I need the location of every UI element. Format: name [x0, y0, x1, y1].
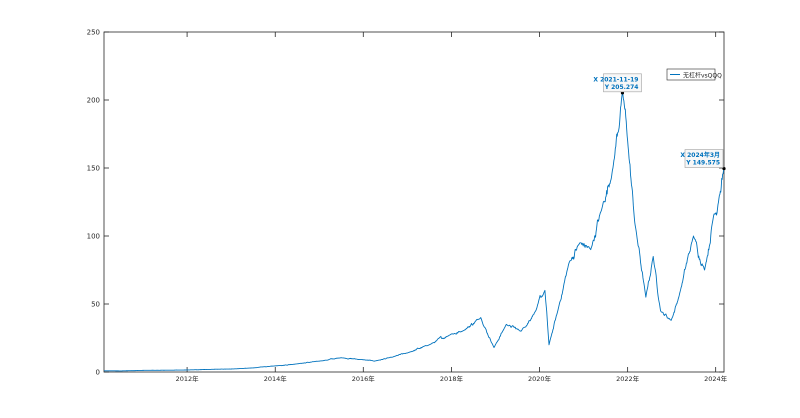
y-tick-label: 100 [87, 233, 100, 241]
x-tick-label: 2020年 [528, 374, 552, 383]
x-axis: 2012年 2014年 2016年 2018年 2020年 2022年 2024年 [176, 32, 728, 383]
y-tick-label: 200 [87, 97, 100, 105]
datatip-y-label: Y 149.575 [685, 160, 720, 167]
datatip-y-label: Y 205.274 [604, 84, 639, 91]
datatip-x-label: X 2024年3月 [680, 151, 720, 159]
series-layer [104, 92, 725, 372]
x-tick-label: 2012年 [176, 374, 200, 383]
x-tick-label: 2018年 [440, 374, 464, 383]
datatip-x-label: X 2021-11-19 [593, 76, 638, 83]
legend[interactable]: 无杠杆vsQQQ [666, 68, 722, 81]
legend-label: 无杠杆vsQQQ [683, 72, 722, 80]
datatip-box[interactable] [684, 149, 724, 168]
y-axis: 0 50 100 150 200 250 [87, 29, 724, 377]
x-tick-label: 2016年 [352, 374, 376, 383]
y-tick-label: 50 [91, 301, 100, 309]
x-tick-label: 2014年 [264, 374, 288, 383]
legend-box [666, 68, 716, 81]
y-tick-label: 0 [96, 369, 100, 377]
y-tick-label: 250 [87, 29, 100, 37]
series-line [104, 92, 725, 372]
x-tick-label: 2022年 [616, 374, 640, 383]
x-tick-label: 2024年 [704, 374, 728, 383]
y-tick-label: 150 [87, 165, 100, 173]
datatip-box[interactable] [603, 73, 642, 93]
